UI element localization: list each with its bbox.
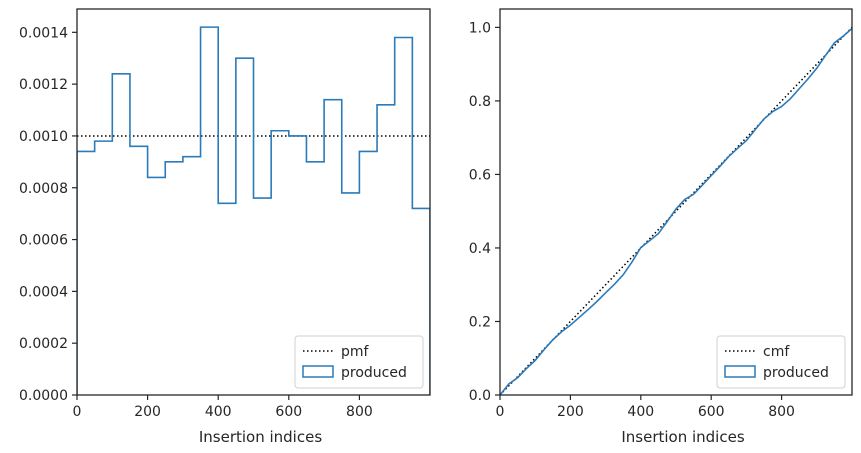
- left-legend-label-produced: produced: [341, 365, 407, 381]
- right-xtick-label: 0: [496, 404, 505, 420]
- right-ytick-label: 0.0: [469, 388, 491, 404]
- right-ytick-label: 0.2: [469, 314, 491, 330]
- left-xtick-label: 0: [73, 404, 82, 420]
- right-xtick-label: 400: [627, 404, 654, 420]
- right-legend-swatch-produced: [724, 365, 756, 378]
- left-xtick-label: 800: [346, 404, 373, 420]
- left-legend-box: [294, 335, 424, 389]
- right-xtick-label: 800: [768, 404, 795, 420]
- left-ytick-label: 0.0014: [19, 25, 68, 41]
- right-xtick-label: 200: [557, 404, 584, 420]
- left-ytick-label: 0.0012: [19, 77, 68, 93]
- left-xtick-label: 400: [205, 404, 232, 420]
- left-chart-ytick-labels: 0.0000 0.0002 0.0004 0.0006 0.0008 0.001…: [19, 25, 68, 404]
- right-chart-panel: 0 200 400 600 800 0.0 0.2 0.4 0.6 0.8 1.…: [469, 8, 853, 446]
- right-legend-box: [716, 335, 846, 389]
- right-ytick-label: 1.0: [469, 20, 491, 36]
- right-xtick-label: 600: [698, 404, 725, 420]
- right-legend-label-produced: produced: [763, 365, 829, 381]
- left-ytick-label: 0.0000: [19, 388, 68, 404]
- left-series-produced: [77, 26, 430, 395]
- left-chart-xtick-labels: 0 200 400 600 800: [73, 404, 373, 420]
- left-legend-swatch-produced: [302, 365, 334, 378]
- left-legend-label-pmf: pmf: [341, 344, 370, 360]
- left-ytick-label: 0.0002: [19, 336, 68, 352]
- right-ytick-label: 0.4: [469, 241, 491, 257]
- left-data-layer: [77, 26, 430, 395]
- left-ytick-label: 0.0006: [19, 233, 68, 249]
- right-axes-frame: [499, 8, 853, 396]
- right-data-layer: [500, 26, 852, 395]
- right-x-axis-title: Insertion indices: [621, 428, 744, 446]
- right-plot-area: [500, 9, 852, 395]
- right-legend-label-cmf: cmf: [763, 344, 790, 360]
- left-axes-frame: [76, 8, 431, 396]
- left-ytick-label: 0.0004: [19, 284, 68, 300]
- right-series-produced: [500, 27, 852, 395]
- left-xtick-label: 600: [275, 404, 302, 420]
- right-ytick-label: 0.6: [469, 167, 491, 183]
- left-xtick-label: 200: [134, 404, 161, 420]
- right-chart-xtick-labels: 0 200 400 600 800: [496, 404, 795, 420]
- left-chart-panel: 0 200 400 600 800 0.0000 0.0002 0.0004 0…: [19, 8, 431, 446]
- right-ytick-label: 0.8: [469, 94, 491, 110]
- left-x-axis-title: Insertion indices: [199, 428, 322, 446]
- left-ytick-label: 0.0008: [19, 181, 68, 197]
- left-ytick-label: 0.0010: [19, 129, 68, 145]
- right-chart-ytick-labels: 0.0 0.2 0.4 0.6 0.8 1.0: [469, 20, 491, 404]
